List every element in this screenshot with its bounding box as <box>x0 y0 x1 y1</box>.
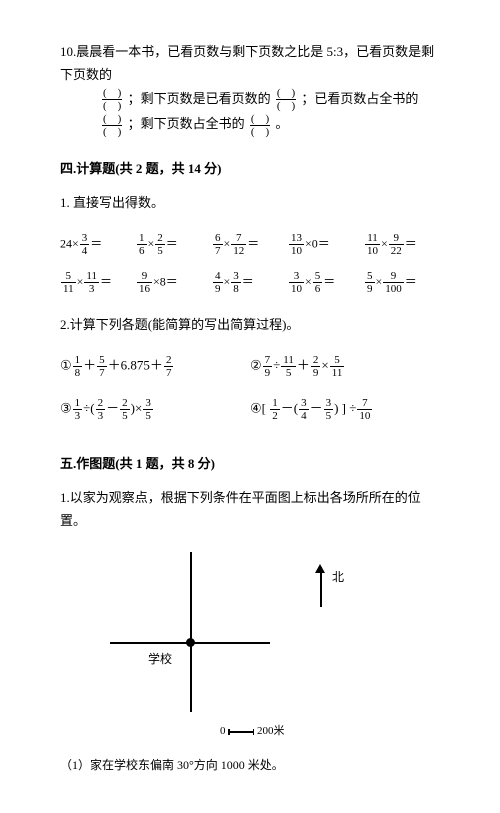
section-5-title: 五.作图题(共 1 题，共 8 分) <box>60 453 440 472</box>
diagram-wrapper: 学校 0 200米 北 <box>60 552 440 732</box>
calc-expression: ④[ 12－(34－35) ] ÷710 <box>250 397 440 422</box>
calc-expression: ③13÷(23－25)×35 <box>60 397 250 422</box>
calc-block-2: ①18＋57＋6.875＋27②79÷115＋29×511 ③13÷(23－25… <box>60 354 440 432</box>
calc-expression: 916×8＝ <box>136 270 212 295</box>
scale-bar: 0 200米 <box>220 722 285 738</box>
calc-block-1: 24×34＝16×25＝67×712＝1310×0＝1110×922＝ 511×… <box>60 232 440 294</box>
calc-expression: 59×9100＝ <box>364 270 440 295</box>
vertical-axis <box>190 552 192 712</box>
q10-line2: ( )( ) ；剩下页数是已看页数的 ( )( ) ；已看页数占全书的 <box>100 87 440 113</box>
blank-fraction: ( )( ) <box>102 113 122 138</box>
q10-line3: ( )( ) ；剩下页数占全书的 ( )( ) 。 <box>100 112 440 138</box>
school-label: 学校 <box>148 650 172 667</box>
calc-expression: 1310×0＝ <box>288 232 364 257</box>
section-4-title: 四.计算题(共 2 题，共 14 分) <box>60 158 440 177</box>
q4-2-title: 2.计算下列各题(能简算的写出简算过程)。 <box>60 313 440 336</box>
calc-expression: 310×56＝ <box>288 270 364 295</box>
coordinate-diagram: 学校 0 200米 <box>100 552 320 732</box>
blank-fraction: ( )( ) <box>102 87 122 112</box>
calc-expression: ②79÷115＋29×511 <box>250 354 440 379</box>
calc-expression: 511×113＝ <box>60 270 136 295</box>
calc-expression: 67×712＝ <box>212 232 288 257</box>
question-10: 10.晨晨看一本书，已看页数与剩下页数之比是 5:3，已看页数是剩下页数的 ( … <box>60 40 440 138</box>
north-arrow: 北 <box>300 562 350 612</box>
q4-1-title: 1. 直接写出得数。 <box>60 191 440 214</box>
blank-fraction: ( )( ) <box>276 87 296 112</box>
calc-expression: ①18＋57＋6.875＋27 <box>60 354 250 379</box>
q10-line1: 10.晨晨看一本书，已看页数与剩下页数之比是 5:3，已看页数是剩下页数的 <box>60 40 440 87</box>
origin-dot <box>186 638 195 647</box>
blank-fraction: ( )( ) <box>250 113 270 138</box>
calc-expression: 1110×922＝ <box>364 232 440 257</box>
calc-expression: 24×34＝ <box>60 232 136 257</box>
q5-1-sub1: （1）家在学校东偏南 30°方向 1000 米处。 <box>60 756 440 773</box>
calc-expression: 49×38＝ <box>212 270 288 295</box>
q5-1-title: 1.以家为观察点，根据下列条件在平面图上标出各场所所在的位置。 <box>60 486 440 533</box>
calc-expression: 16×25＝ <box>136 232 212 257</box>
